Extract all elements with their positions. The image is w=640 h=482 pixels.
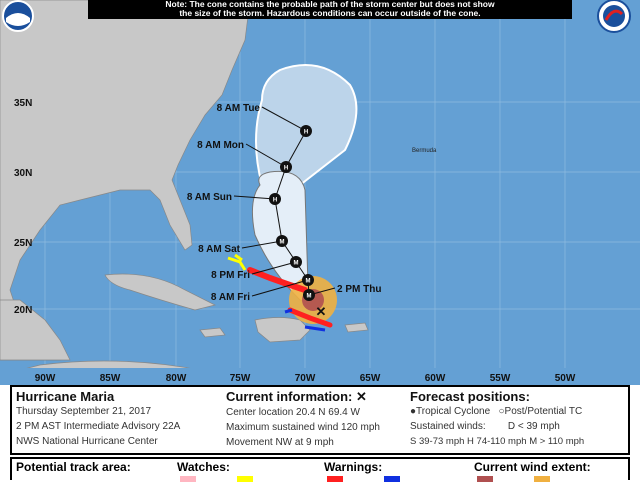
label-leader-line [233,195,276,200]
longitude-label: 75W [230,373,251,384]
max-wind: Maximum sustained wind 120 mph [226,422,380,433]
legend: Potential track area: Watches: Warnings:… [10,457,630,482]
forecast-point-marker [276,235,288,247]
hurricane-warning [287,307,333,328]
advisory: 2 PM AST Intermediate Advisory 22A [16,421,181,432]
point-category: M [306,279,311,285]
longitude-label: 65W [360,373,381,384]
grid-lines [0,0,640,370]
latitude-label: 35N [14,98,32,109]
h-category: H 74-110 mph [467,436,527,447]
forecast-point-marker [302,274,314,286]
center-location: Center location 20.4 N 69.4 W [226,407,360,418]
forecast-time-label: 8 AM Tue [217,103,261,114]
label-leader-line [261,106,307,132]
label-leader-line [251,261,297,275]
ts-watch [227,253,247,271]
sustained-label: Sustained winds: [410,421,486,432]
point-category: H [284,166,288,172]
tc-label: Tropical Cyclone [416,406,491,417]
latitude-label: 25N [14,238,32,249]
ts-wind-swatch [534,476,550,482]
note-line-2: the size of the storm. Hazardous conditi… [179,8,481,18]
forecast-point-marker [290,256,302,268]
forecast-time-label: 2 PM Thu [337,284,381,295]
point-category: H [273,198,277,204]
forecast-title: Forecast positions: [410,389,530,404]
longitude-label: 50W [555,373,576,384]
info-panel: Hurricane Maria Thursday September 21, 2… [10,385,630,455]
forecast-time-label: 8 AM Sun [187,192,232,203]
forecast-time-label: 8 PM Fri [211,270,250,281]
noaa-logo [2,0,34,32]
forecast-time-label: 8 AM Sat [198,244,241,255]
open-circle-icon: ○ [498,406,505,417]
track-area-title: Potential track area: [16,460,131,474]
longitude-label: 90W [35,373,56,384]
hurricane-warning [247,267,308,293]
label-leader-line [245,143,287,168]
s-category: S 39-73 mph [410,436,465,447]
hurricane-watch-swatch [180,476,196,482]
post-tc-label: Post/Potential TC [504,406,583,417]
issuing-center: NWS National Hurricane Center [16,436,158,447]
latitude-label: 30N [14,168,32,179]
forecast-point-marker [303,289,315,301]
point-category: M [280,240,285,246]
axis-labels: 90W 85W 80W 75W 70W 65W 60W 55W 50W 35N 30N 25N 20N [14,98,576,384]
ts-warning [304,325,326,332]
forecast-point-marker [269,193,281,205]
cone-note: Note: The cone contains the probable pat… [88,0,572,19]
longitude-label: 85W [100,373,121,384]
hurricane-wind-swatch [477,476,493,482]
forecast-point-marker [300,125,312,137]
forecast-point-marker [280,161,292,173]
ts-warning-swatch [384,476,400,482]
point-category: M [294,261,299,267]
current-info-title: Current information: ✕ [226,389,367,404]
nws-logo [597,0,631,33]
point-category: H [304,130,308,136]
forecast-map: M 2 PM Thu M 8 AM Fri M 8 PM Fri M 8 AM Sat H 8 A… [0,0,640,385]
note-line-1: Note: The cone contains the probable pat… [165,0,495,9]
point-category: M [307,294,312,300]
ts-warning [284,308,293,314]
longitude-label: 80W [166,373,187,384]
m-category: M > 110 mph [529,436,585,447]
watches-title: Watches: [177,460,230,474]
date: Thursday September 21, 2017 [16,406,152,417]
hurricane-warning-swatch [327,476,343,482]
label-leader-line [241,240,283,249]
bermuda-label: Bermuda [412,148,437,154]
d-category: D < 39 mph [507,421,560,432]
longitude-label: 60W [425,373,446,384]
latitude-label: 20N [14,305,32,316]
wind-extent-title: Current wind extent: [474,460,591,474]
forecast-time-label: 8 AM Mon [197,140,244,151]
warnings-title: Warnings: [324,460,383,474]
label-leader-line [251,279,309,297]
longitude-label: 55W [490,373,511,384]
forecast-points: M 2 PM Thu M 8 AM Fri M 8 PM Fri M 8 AM Sat H 8 A… [187,103,382,303]
ts-watch-swatch [237,476,253,482]
storm-name: Hurricane Maria [16,389,115,404]
forecast-time-label: 8 AM Fri [211,292,250,303]
longitude-label: 70W [295,373,316,384]
current-position-x-icon: ✕ [316,304,327,319]
filled-circle-icon: ● [410,406,417,417]
movement: Movement NW at 9 mph [226,437,334,448]
